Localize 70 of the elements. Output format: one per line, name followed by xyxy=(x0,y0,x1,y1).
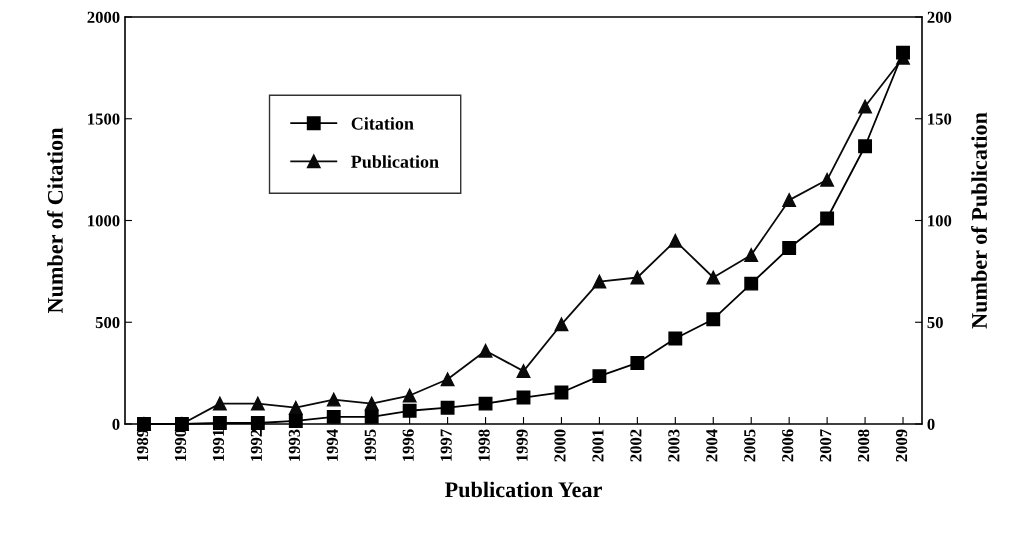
y-axis-title: Number of Citation xyxy=(46,127,63,314)
x-axis-title: Publication Year xyxy=(444,481,602,498)
point xyxy=(858,139,873,154)
point xyxy=(782,193,797,208)
point xyxy=(782,241,797,255)
point xyxy=(288,414,303,428)
x-tick-label: 2005 xyxy=(744,429,756,462)
point xyxy=(630,270,645,285)
point xyxy=(896,45,910,60)
point xyxy=(364,396,379,411)
point xyxy=(820,211,835,226)
x-tick-label: 1997 xyxy=(440,429,452,461)
point xyxy=(744,248,759,263)
point xyxy=(364,409,379,424)
point xyxy=(744,276,759,291)
y2-tick-label: 50 xyxy=(927,316,943,329)
point xyxy=(478,343,493,358)
x-tick-label: 1998 xyxy=(478,429,490,461)
x-tick-label: 2000 xyxy=(554,429,566,462)
point xyxy=(402,403,417,418)
x-tick-label: 1995 xyxy=(364,429,376,461)
x-tick-label: 1989 xyxy=(136,429,149,461)
point xyxy=(592,274,607,289)
point xyxy=(478,396,493,411)
x-tick-label: 2001 xyxy=(592,429,604,462)
point xyxy=(554,317,569,332)
point xyxy=(440,372,455,387)
x-tick-label: 1993 xyxy=(288,429,300,461)
y2-tick-label: 0 xyxy=(927,418,935,430)
point xyxy=(440,400,455,415)
point xyxy=(212,416,227,430)
point xyxy=(288,400,303,415)
x-tick-label: 2008 xyxy=(858,429,870,462)
x-tick-label: 2003 xyxy=(668,429,680,462)
x-tick-label: 2002 xyxy=(630,429,642,462)
x-tick-label: 1996 xyxy=(402,429,414,461)
x-tick-label: 1999 xyxy=(516,429,528,461)
x-tick-label: 1992 xyxy=(250,429,263,461)
x-tick-label: 2009 xyxy=(895,429,908,462)
point xyxy=(820,172,835,187)
x-tick-label: 2004 xyxy=(706,429,718,462)
point xyxy=(250,396,265,411)
point xyxy=(592,369,607,384)
point xyxy=(668,331,683,346)
y-tick-label: 1000 xyxy=(88,215,120,227)
x-tick-label: 2006 xyxy=(782,429,794,462)
point xyxy=(250,416,265,430)
point xyxy=(668,233,683,248)
point xyxy=(630,356,645,370)
point xyxy=(858,99,873,114)
y-tick-label: 1500 xyxy=(88,113,120,125)
x-tick-label: 1991 xyxy=(212,429,225,461)
y-tick-label: 0 xyxy=(112,418,120,430)
point xyxy=(212,396,227,411)
point xyxy=(402,388,417,403)
y-tick-label: 500 xyxy=(95,316,120,329)
point xyxy=(706,312,721,327)
y2-axis-title: Number of Publication xyxy=(971,112,987,329)
y2-tick-label: 200 xyxy=(927,11,952,23)
point xyxy=(516,364,531,379)
y-tick-label: 2000 xyxy=(87,11,120,23)
point xyxy=(326,409,341,424)
x-tick-label: 2007 xyxy=(820,429,832,462)
point xyxy=(326,392,341,407)
point xyxy=(706,270,721,285)
y2-tick-label: 100 xyxy=(928,215,952,227)
y2-tick-label: 150 xyxy=(928,113,952,125)
x-tick-label: 1994 xyxy=(326,429,338,461)
legend-label: Publication xyxy=(351,155,439,168)
legend-label: Citation xyxy=(351,116,414,130)
